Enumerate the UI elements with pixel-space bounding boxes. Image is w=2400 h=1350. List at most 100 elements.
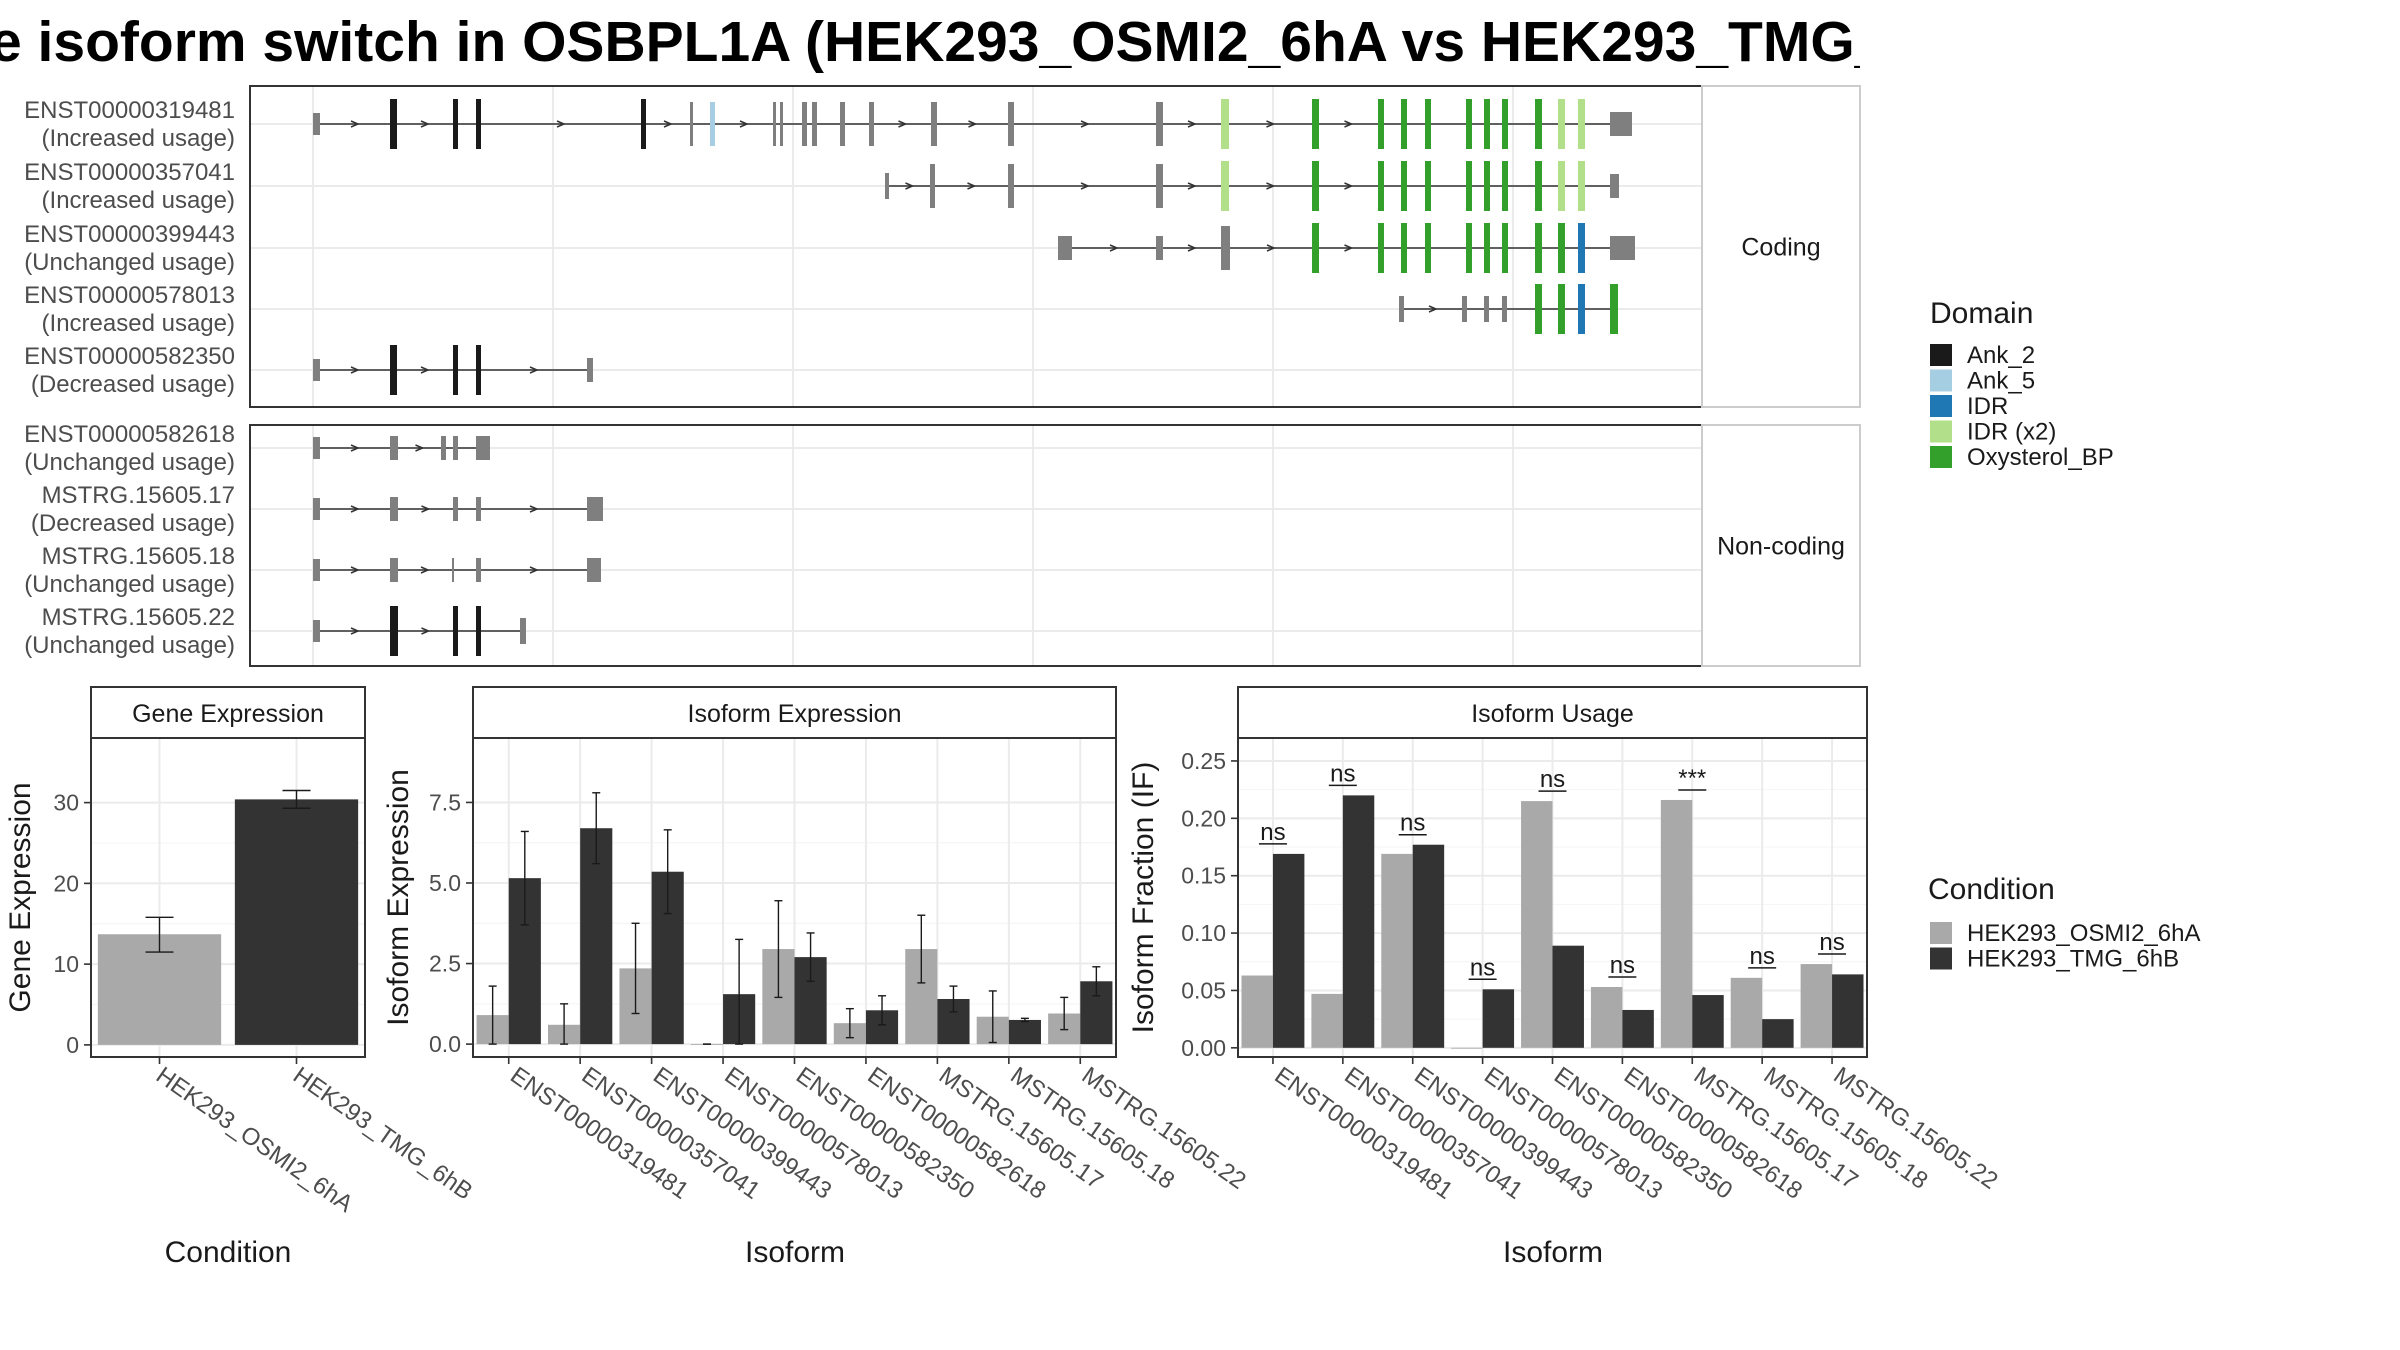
y-tick-label: 0.05 [1181, 977, 1226, 1003]
exon-block [1578, 223, 1585, 273]
exon-block [313, 620, 320, 642]
significance-label: ns [1749, 943, 1774, 970]
significance-label: ns [1470, 954, 1495, 981]
bar [1622, 1009, 1654, 1048]
intron-arrow [1080, 120, 1090, 128]
exon-block [1401, 223, 1407, 273]
exon-block [1502, 223, 1508, 273]
exon-block [1484, 223, 1490, 273]
intron-arrow [350, 505, 360, 513]
intron-arrow [420, 366, 430, 374]
panel-background [250, 86, 1702, 407]
isoform-usage-chart: Isoform Usage 0.00 0.05 0.10 0.15 0.20 0.25 ns n… [1127, 686, 2003, 1269]
exon-block [1156, 236, 1163, 260]
y-tick-label: 0.15 [1181, 863, 1226, 889]
exon-block [1058, 236, 1072, 260]
exon-block [1466, 223, 1472, 273]
bar [1008, 1019, 1041, 1045]
exon-block [452, 558, 454, 582]
transcript-usage-label: (Increased usage) [42, 125, 235, 152]
intron-arrow [350, 627, 360, 635]
exon-block [1156, 102, 1163, 146]
intron-arrow [1266, 244, 1276, 252]
exon-block [1558, 284, 1565, 334]
exon-block [313, 359, 320, 381]
exon-block [1008, 102, 1014, 146]
exon-block [1535, 223, 1542, 273]
transcript-id-label: ENST00000582350 [24, 343, 235, 370]
exon-block [476, 606, 481, 656]
condition-legend-swatch [1930, 922, 1952, 944]
exon-block [453, 497, 458, 521]
exon-block [1462, 296, 1467, 322]
intron-arrow [420, 566, 430, 574]
intron-arrow [1187, 244, 1197, 252]
structure-panel: Non-coding [249, 424, 1861, 667]
bar [1590, 987, 1623, 1048]
bar [1832, 974, 1864, 1048]
domain-legend-label: IDR [1967, 393, 2008, 420]
figure-title-text: e isoform switch in OSBPL1A (HEK293_OSMI… [0, 10, 1860, 74]
transcript-model [885, 161, 1619, 211]
exon-block [885, 173, 889, 199]
isoform-expression-chart: Isoform Expression0.02.55.07.5ENST000003… [382, 686, 1251, 1269]
intron-arrow [1428, 305, 1438, 313]
bar [1412, 844, 1445, 1048]
intron-arrow [1187, 120, 1197, 128]
intron-arrow [905, 182, 915, 190]
exon-block [802, 102, 807, 146]
y-tick-label: 20 [53, 870, 79, 896]
exon-block [453, 345, 458, 395]
exon-block [1578, 161, 1585, 211]
panel-background [250, 425, 1702, 666]
transcript-model [313, 497, 603, 521]
exon-block [520, 618, 526, 644]
exon-block [441, 436, 446, 460]
exon-block [476, 558, 481, 582]
exon-block [1008, 164, 1014, 208]
exon-block [1558, 161, 1565, 211]
exon-block [476, 436, 490, 460]
condition-legend-swatch [1930, 947, 1952, 970]
transcript-model [313, 558, 601, 582]
exon-block [812, 102, 817, 146]
domain-legend-title: Domain [1930, 297, 2033, 330]
exon-block [390, 497, 398, 521]
bar [1730, 977, 1763, 1048]
y-axis-label: Gene Expression [4, 782, 37, 1012]
exon-block [780, 102, 783, 146]
transcript-model [313, 436, 490, 460]
domain-legend-swatch [1930, 395, 1952, 417]
exon-block [1312, 99, 1319, 149]
y-tick-label: 0.10 [1181, 920, 1226, 946]
y-tick-label: 0.20 [1181, 805, 1226, 831]
exon-block [1535, 99, 1542, 149]
transcript-id-label: MSTRG.15605.17 [42, 482, 235, 509]
bar [1381, 853, 1413, 1048]
exon-block [313, 113, 320, 135]
exon-block [1466, 161, 1472, 211]
exon-block [390, 606, 398, 656]
exon-block [587, 497, 603, 521]
exon-block [1484, 99, 1490, 149]
bar [1692, 995, 1724, 1048]
intron-arrow [556, 120, 566, 128]
condition-legend-title: Condition [1928, 873, 2055, 906]
exon-block [390, 558, 398, 582]
significance-label: *** [1678, 765, 1706, 792]
exon-block [1558, 99, 1565, 149]
y-tick-label: 0.0 [429, 1031, 461, 1057]
figure-title: e isoform switch in OSBPL1A (HEK293_OSMI… [0, 6, 1860, 78]
y-tick-label: 30 [53, 790, 79, 816]
transcript-usage-label: (Decreased usage) [31, 510, 235, 537]
bar [1451, 1047, 1483, 1049]
exon-block [1425, 99, 1431, 149]
transcript-id-label: ENST00000578013 [24, 282, 235, 309]
y-axis-label: Isoform Fraction (IF) [1127, 762, 1160, 1034]
intron-arrow [1344, 120, 1354, 128]
intron-arrow [529, 505, 539, 513]
significance-label: ns [1610, 952, 1635, 979]
exon-block [1484, 296, 1489, 322]
exon-block [869, 102, 874, 146]
exon-block [1610, 236, 1635, 260]
